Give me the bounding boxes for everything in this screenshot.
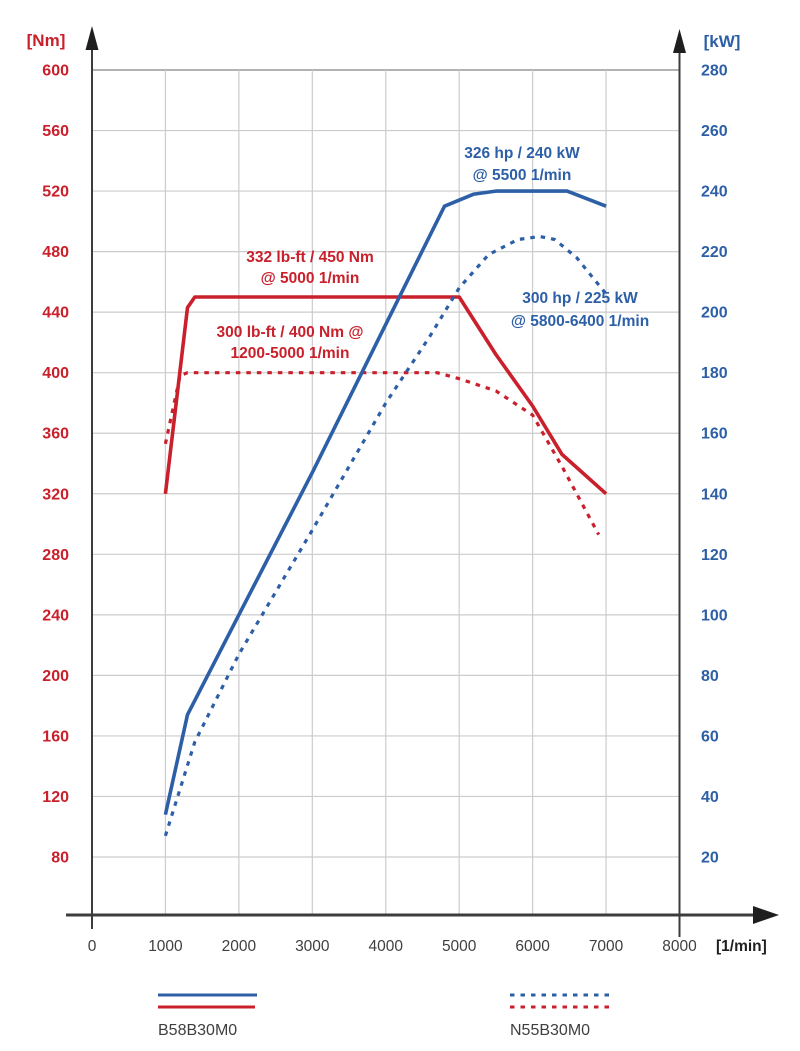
axes [66, 26, 779, 937]
annotation-line: @ 5500 1/min [473, 167, 572, 184]
annotation-line: 300 lb-ft / 400 Nm @ [217, 324, 364, 341]
left-tick-label: 120 [42, 789, 69, 806]
left-axis-unit-label: [Nm] [27, 31, 66, 50]
annotation-line: @ 5800-6400 1/min [511, 313, 649, 330]
x-tick-label: 0 [88, 938, 97, 955]
x-tick-label: 4000 [369, 938, 404, 955]
left-tick-label: 200 [42, 668, 69, 685]
legend-label: B58B30M0 [158, 1022, 237, 1039]
left-tick-label: 560 [42, 123, 69, 140]
right-axis-tick-labels: 280 260 240 220 200 180 160 140 120 100 80 60 40 20 [701, 63, 728, 867]
x-tick-label: 3000 [295, 938, 330, 955]
x-tick-label: 8000 [662, 938, 697, 955]
axis-unit-labels: [Nm] [kW] [1/min] [27, 31, 767, 955]
left-tick-label: 480 [42, 244, 69, 261]
x-axis-unit-label: [1/min] [716, 938, 767, 955]
left-tick-label: 400 [42, 365, 69, 382]
x-tick-label: 7000 [589, 938, 624, 955]
right-tick-label: 140 [701, 486, 728, 503]
left-tick-label: 240 [42, 607, 69, 624]
left-tick-label: 320 [42, 486, 69, 503]
left-tick-label: 160 [42, 728, 69, 745]
right-tick-label: 100 [701, 607, 728, 624]
gridlines [92, 69, 680, 915]
left-tick-label: 440 [42, 305, 69, 322]
annotation-line: 326 hp / 240 kW [464, 145, 580, 162]
left-axis-arrow-icon [85, 26, 99, 50]
annotation-line: @ 5000 1/min [261, 270, 360, 287]
x-tick-label: 2000 [222, 938, 257, 955]
left-tick-label: 280 [42, 547, 69, 564]
annotation-line: 300 hp / 225 kW [522, 290, 638, 307]
right-tick-label: 200 [701, 305, 728, 322]
right-tick-label: 220 [701, 244, 728, 261]
right-tick-label: 60 [701, 728, 719, 745]
x-axis-arrow-icon [753, 906, 779, 924]
legend: B58B30M0 N55B30M0 [158, 993, 613, 1039]
x-tick-label: 6000 [515, 938, 550, 955]
annotation-line: 1200-5000 1/min [231, 345, 350, 362]
right-tick-label: 180 [701, 365, 728, 382]
curve-annotations: 332 lb-ft / 450 Nm @ 5000 1/min 300 lb-ft … [217, 145, 650, 362]
curves [163, 189, 608, 837]
right-tick-label: 280 [701, 63, 728, 80]
right-tick-label: 20 [701, 850, 719, 867]
left-tick-label: 360 [42, 426, 69, 443]
right-tick-label: 40 [701, 789, 719, 806]
left-tick-label: 80 [51, 850, 69, 867]
right-axis-unit-label: [kW] [704, 32, 741, 51]
n55b30m0-power-curve [163, 234, 608, 837]
right-tick-label: 160 [701, 426, 728, 443]
x-axis-tick-labels: 0 1000 2000 3000 4000 5000 6000 7000 8000 [88, 938, 697, 955]
x-tick-label: 1000 [148, 938, 183, 955]
right-axis-arrow-icon [673, 29, 686, 53]
right-tick-label: 120 [701, 547, 728, 564]
left-tick-label: 600 [42, 63, 69, 80]
right-tick-label: 80 [701, 668, 719, 685]
b58b30m0-power-curve [163, 189, 607, 815]
legend-label: N55B30M0 [510, 1022, 590, 1039]
x-tick-label: 5000 [442, 938, 477, 955]
annotation-line: 332 lb-ft / 450 Nm [246, 249, 374, 266]
right-tick-label: 260 [701, 123, 728, 140]
right-tick-label: 240 [701, 184, 728, 201]
left-tick-label: 520 [42, 184, 69, 201]
left-axis-tick-labels: 600 560 520 480 440 400 360 320 280 240 200 160 120 8… [42, 63, 69, 867]
b58b30m0-torque-curve [163, 295, 608, 496]
n55b30m0-torque-curve [163, 371, 601, 536]
